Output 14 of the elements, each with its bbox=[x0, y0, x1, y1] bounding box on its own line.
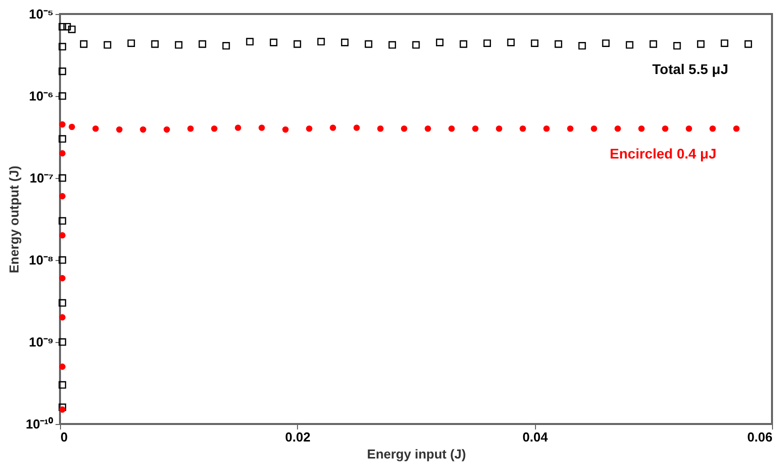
y-tick-label: 10⁻⁷ bbox=[30, 170, 54, 186]
x-tick-label: 0.06 bbox=[747, 430, 772, 444]
x-tick-label: 0 bbox=[60, 430, 68, 444]
annotation: Total 5.5 μJ bbox=[652, 61, 728, 78]
y-tick-label: 10⁻⁵ bbox=[28, 6, 54, 22]
x-tick-label: 0.04 bbox=[522, 430, 549, 444]
y-tick-label: 10⁻¹⁰ bbox=[26, 416, 54, 432]
y-tick-label: 10⁻⁸ bbox=[28, 252, 54, 268]
x-tick-label: 0.02 bbox=[285, 430, 310, 444]
y-tick-label: 10⁻⁹ bbox=[28, 334, 54, 350]
annotation: Encircled 0.4 μJ bbox=[610, 146, 716, 162]
y-axis-title: Energy output (J) bbox=[6, 166, 22, 274]
y-tick-label: 10⁻⁶ bbox=[29, 88, 54, 104]
x-axis-title: Energy input (J) bbox=[367, 446, 466, 462]
